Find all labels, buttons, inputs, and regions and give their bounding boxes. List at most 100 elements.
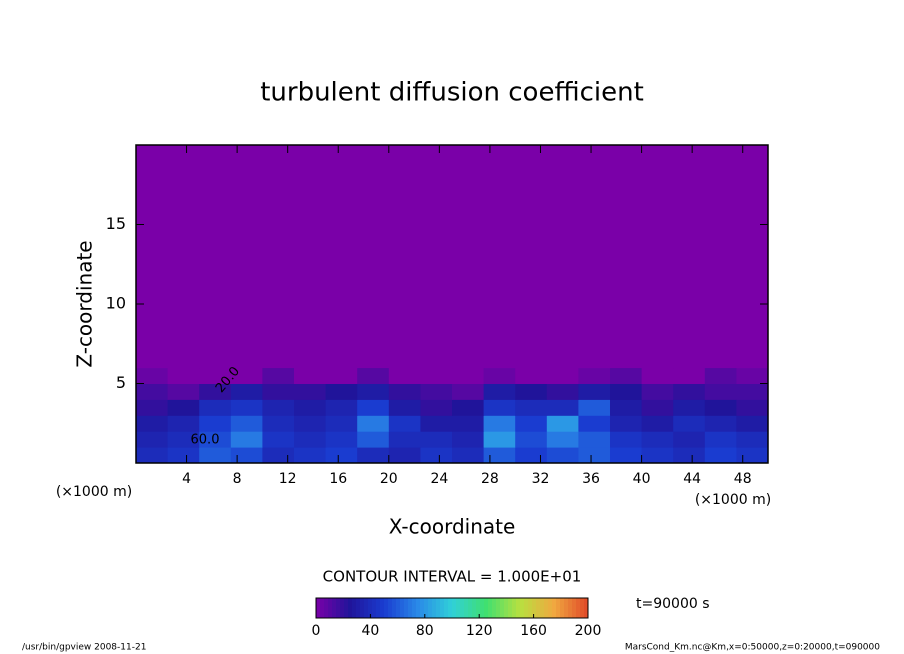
heat-cell <box>736 383 769 400</box>
colorbar-swatch <box>368 598 373 618</box>
heat-cell <box>167 383 200 400</box>
colorbar-swatch <box>324 598 329 618</box>
heat-cell <box>199 447 232 464</box>
colorbar-swatch <box>500 598 505 618</box>
colorbar-tick-label: 120 <box>466 623 493 639</box>
heat-cell <box>262 431 295 448</box>
colorbar-swatch <box>424 598 429 618</box>
colorbar-swatch <box>556 598 561 618</box>
heat-cell <box>388 399 421 416</box>
heat-cell <box>452 399 485 416</box>
heat-cell <box>704 415 737 432</box>
heat-cell <box>515 367 548 384</box>
x-tick-label: 36 <box>582 471 600 487</box>
heat-cell <box>483 399 516 416</box>
heat-cell <box>515 415 548 432</box>
heat-cell <box>452 367 485 384</box>
heat-cell <box>452 431 485 448</box>
heat-cell <box>388 145 421 369</box>
colorbar-swatch <box>392 598 397 618</box>
heat-cell <box>388 415 421 432</box>
heat-cell <box>294 399 327 416</box>
heat-cell <box>420 145 453 369</box>
heat-cell <box>483 367 516 384</box>
colorbar-swatch <box>516 598 521 618</box>
colorbar-swatch <box>488 598 493 618</box>
heat-cell <box>673 367 706 384</box>
heat-cell <box>483 447 516 464</box>
heat-cell <box>357 399 390 416</box>
heat-cell <box>262 145 295 369</box>
footer-left: /usr/bin/gpview 2008-11-21 <box>22 643 146 653</box>
heat-cell <box>578 447 611 464</box>
x-tick-label: 8 <box>233 471 242 487</box>
heat-cell <box>736 431 769 448</box>
colorbar-swatch <box>444 598 449 618</box>
heat-cell <box>578 431 611 448</box>
colorbar-swatch <box>584 598 589 618</box>
colorbar-tick-label: 80 <box>416 623 434 639</box>
heat-cell <box>136 367 169 384</box>
heat-cell <box>230 431 263 448</box>
y-axis-label: Z-coordinate <box>73 240 97 367</box>
colorbar-swatch <box>416 598 421 618</box>
heat-cell <box>641 447 674 464</box>
heat-cell <box>610 415 643 432</box>
heat-cell <box>578 399 611 416</box>
heat-cell <box>262 367 295 384</box>
heat-cell <box>262 447 295 464</box>
colorbar-swatch <box>492 598 497 618</box>
heat-cell <box>704 367 737 384</box>
colorbar-swatch <box>520 598 525 618</box>
heat-cell <box>420 367 453 384</box>
heat-cell <box>136 415 169 432</box>
heat-cell <box>546 431 579 448</box>
heat-cell <box>294 367 327 384</box>
colorbar-swatch <box>412 598 417 618</box>
colorbar-swatch <box>436 598 441 618</box>
heat-cell <box>641 415 674 432</box>
heat-cell <box>167 447 200 464</box>
heat-cell <box>325 447 358 464</box>
heat-cell <box>136 431 169 448</box>
heat-cell <box>325 145 358 369</box>
colorbar-swatch <box>344 598 349 618</box>
heat-cell <box>546 447 579 464</box>
heat-cell <box>357 367 390 384</box>
heat-cell <box>294 383 327 400</box>
colorbar-swatch <box>508 598 513 618</box>
heat-cell <box>452 145 485 369</box>
heat-cell <box>230 447 263 464</box>
heat-cell <box>515 447 548 464</box>
heat-cell <box>546 145 579 369</box>
colorbar-swatch <box>316 598 321 618</box>
heat-cell <box>483 145 516 369</box>
heat-cell <box>578 415 611 432</box>
heat-cell <box>420 415 453 432</box>
heat-cell <box>610 145 643 369</box>
heat-cell <box>546 415 579 432</box>
heat-cell <box>199 367 232 384</box>
x-tick-label: 12 <box>279 471 297 487</box>
colorbar-swatch <box>568 598 573 618</box>
heat-cell <box>704 383 737 400</box>
heat-cell <box>578 367 611 384</box>
footer-right: MarsCond_Km.nc@Km,x=0:50000,z=0:20000,t=… <box>625 643 880 653</box>
colorbar-swatch <box>536 598 541 618</box>
heat-cell <box>199 431 232 448</box>
heat-cell <box>136 399 169 416</box>
colorbar-swatch <box>528 598 533 618</box>
x-tick-label: 20 <box>380 471 398 487</box>
heat-cell <box>357 415 390 432</box>
heat-cell <box>736 145 769 369</box>
colorbar-frame <box>315 597 589 619</box>
colorbar-swatch <box>336 598 341 618</box>
colorbar-swatch <box>440 598 445 618</box>
colorbar-tick-label: 200 <box>575 623 602 639</box>
heat-cell <box>546 383 579 400</box>
colorbar-swatch <box>460 598 465 618</box>
colorbar-swatch <box>332 598 337 618</box>
colorbar-swatch <box>372 598 377 618</box>
colorbar-swatch <box>376 598 381 618</box>
heat-cell <box>420 383 453 400</box>
